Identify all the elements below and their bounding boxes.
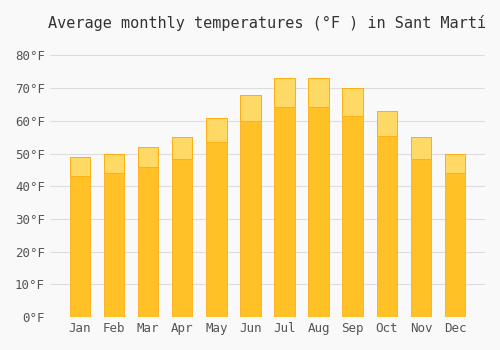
Bar	[376, 111, 397, 317]
Bar	[206, 118, 227, 317]
Bar	[70, 157, 90, 176]
Bar	[274, 78, 294, 107]
Bar	[445, 154, 465, 317]
Bar	[376, 111, 397, 136]
Bar	[172, 137, 193, 317]
Bar	[104, 154, 124, 173]
Title: Average monthly temperatures (°F ) in Sant Martí: Average monthly temperatures (°F ) in Sa…	[48, 15, 486, 31]
Bar	[308, 78, 329, 107]
Bar	[138, 147, 158, 317]
Bar	[240, 95, 260, 317]
Bar	[342, 88, 363, 116]
Bar	[104, 154, 124, 317]
Bar	[240, 95, 260, 121]
Bar	[410, 137, 431, 159]
Bar	[274, 78, 294, 317]
Bar	[138, 147, 158, 167]
Bar	[342, 88, 363, 317]
Bar	[308, 78, 329, 317]
Bar	[410, 137, 431, 317]
Bar	[206, 118, 227, 141]
Bar	[70, 157, 90, 317]
Bar	[445, 154, 465, 173]
Bar	[172, 137, 193, 159]
